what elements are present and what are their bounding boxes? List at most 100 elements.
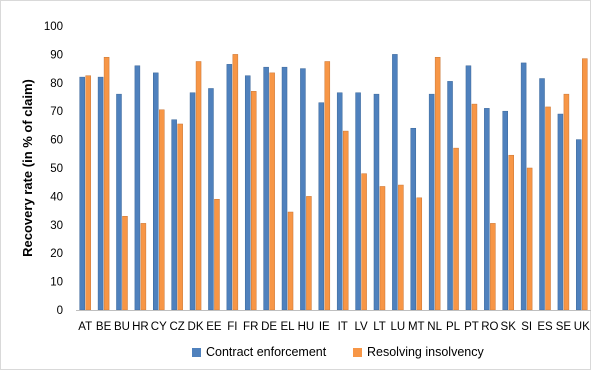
bar-contract-enforcement-lt [373,93,380,311]
bar-resolving-insolvency-ee [214,198,220,311]
x-tick-label: BU [114,321,130,333]
bar-resolving-insolvency-pt [471,103,478,311]
x-tick-label: BE [96,321,112,333]
bar-contract-enforcement-es [539,78,545,311]
legend-label-contract-enforcement: Contract enforcement [206,345,327,359]
x-tick-label: PT [464,321,479,333]
bar-contract-enforcement-be [97,76,104,311]
legend-label-resolving-insolvency: Resolving insolvency [367,345,484,359]
bar-resolving-insolvency-be [103,56,110,311]
bar-resolving-insolvency-ro [490,223,496,311]
bar-contract-enforcement-hr [134,65,141,311]
bar-contract-enforcement-cz [171,119,177,311]
y-tick-label: 10 [50,277,63,289]
bar-resolving-insolvency-cy [159,109,165,311]
bar-contract-enforcement-se [557,113,564,311]
x-tick-label: FI [227,321,237,333]
bar-resolving-insolvency-el [287,211,294,311]
x-tick-label: SI [521,321,532,333]
x-tick-label: IE [319,321,330,333]
x-tick-label: LV [354,321,368,333]
bar-contract-enforcement-pt [465,65,472,311]
bar-contract-enforcement-hu [300,68,306,311]
x-tick-label: AT [78,321,92,333]
y-axis-label: Recovery rate (in % of claim) [20,79,35,257]
x-tick-label: MT [408,321,425,333]
y-tick-label: 40 [50,191,63,203]
x-tick-label: SK [501,321,517,333]
x-axis-ticks: AT BE BU HR CY CZ DK EE FI FR DE EL HU IE IT LV LT LU MT NL… [78,321,590,333]
bar-resolving-insolvency-hr [140,223,147,311]
x-tick-label: EE [206,321,222,333]
bar-contract-enforcement-fi [226,64,233,311]
y-axis-ticks: 0 10 20 30 40 50 60 70 80 90 100 [44,21,63,317]
x-tick-label: DK [188,321,204,333]
bar-contract-enforcement-ie [318,102,325,311]
bar-contract-enforcement-at [79,76,85,311]
bar-resolving-insolvency-es [545,106,551,311]
x-tick-label: SE [556,321,572,333]
bar-resolving-insolvency-sk [508,154,514,311]
bar-resolving-insolvency-se [563,93,570,311]
bar-resolving-insolvency-de [269,72,275,311]
bar-resolving-insolvency-cz [177,123,183,311]
x-tick-label: CZ [169,321,184,333]
y-tick-label: 0 [57,305,63,317]
y-tick-label: 80 [50,78,63,90]
bar-resolving-insolvency-fr [250,91,257,311]
legend-swatch-contract-enforcement [192,348,201,357]
bar-contract-enforcement-fr [244,75,251,311]
x-tick-label: LU [391,321,406,333]
y-tick-label: 100 [44,21,63,33]
y-tick-label: 20 [50,248,63,260]
x-tick-label: HU [298,321,315,333]
bar-resolving-insolvency-fi [232,54,239,311]
bar-resolving-insolvency-ie [324,61,331,311]
bar-resolving-insolvency-it [342,130,349,311]
bar-contract-enforcement-sk [502,110,508,311]
y-tick-label: 60 [50,135,63,147]
x-tick-label: NL [427,321,442,333]
bar-contract-enforcement-cy [153,72,159,311]
bar-resolving-insolvency-si [526,167,533,311]
y-tick-label: 90 [50,49,63,61]
bar-contract-enforcement-ee [208,88,214,311]
bar-contract-enforcement-uk [576,139,582,311]
x-tick-label: UK [574,321,590,333]
bar-resolving-insolvency-nl [434,56,441,311]
bar-resolving-insolvency-dk [195,61,202,311]
bar-resolving-insolvency-hu [306,196,312,311]
x-tick-label: CY [151,321,167,333]
x-tick-label: IT [338,321,348,333]
x-tick-label: HR [132,321,149,333]
bar-resolving-insolvency-lt [379,186,386,311]
bar-contract-enforcement-de [263,66,269,311]
bar-contract-enforcement-bu [116,93,122,311]
legend: Contract enforcement Resolving insolvenc… [192,345,484,359]
x-tick-label: LT [373,321,386,333]
bar-contract-enforcement-lv [355,92,361,311]
x-tick-label: FR [243,321,258,333]
bar-resolving-insolvency-at [85,75,91,311]
x-tick-label: ES [537,321,553,333]
bars [79,54,588,311]
bar-contract-enforcement-mt [410,127,417,311]
bar-contract-enforcement-si [520,62,527,311]
bar-resolving-insolvency-lu [398,184,404,311]
bar-contract-enforcement-ro [484,108,490,311]
bar-contract-enforcement-el [281,66,288,311]
y-tick-label: 50 [50,163,63,175]
bar-contract-enforcement-dk [189,92,196,311]
bar-resolving-insolvency-bu [122,216,128,311]
bar-contract-enforcement-it [336,92,343,311]
bar-contract-enforcement-pl [447,81,453,311]
x-tick-label: DE [261,321,277,333]
x-tick-label: PL [446,321,461,333]
bar-resolving-insolvency-pl [453,147,459,311]
y-tick-label: 30 [50,220,63,232]
bar-contract-enforcement-lu [392,54,398,311]
bar-resolving-insolvency-mt [416,197,423,311]
bar-contract-enforcement-nl [428,93,435,311]
y-tick-label: 70 [50,106,63,118]
